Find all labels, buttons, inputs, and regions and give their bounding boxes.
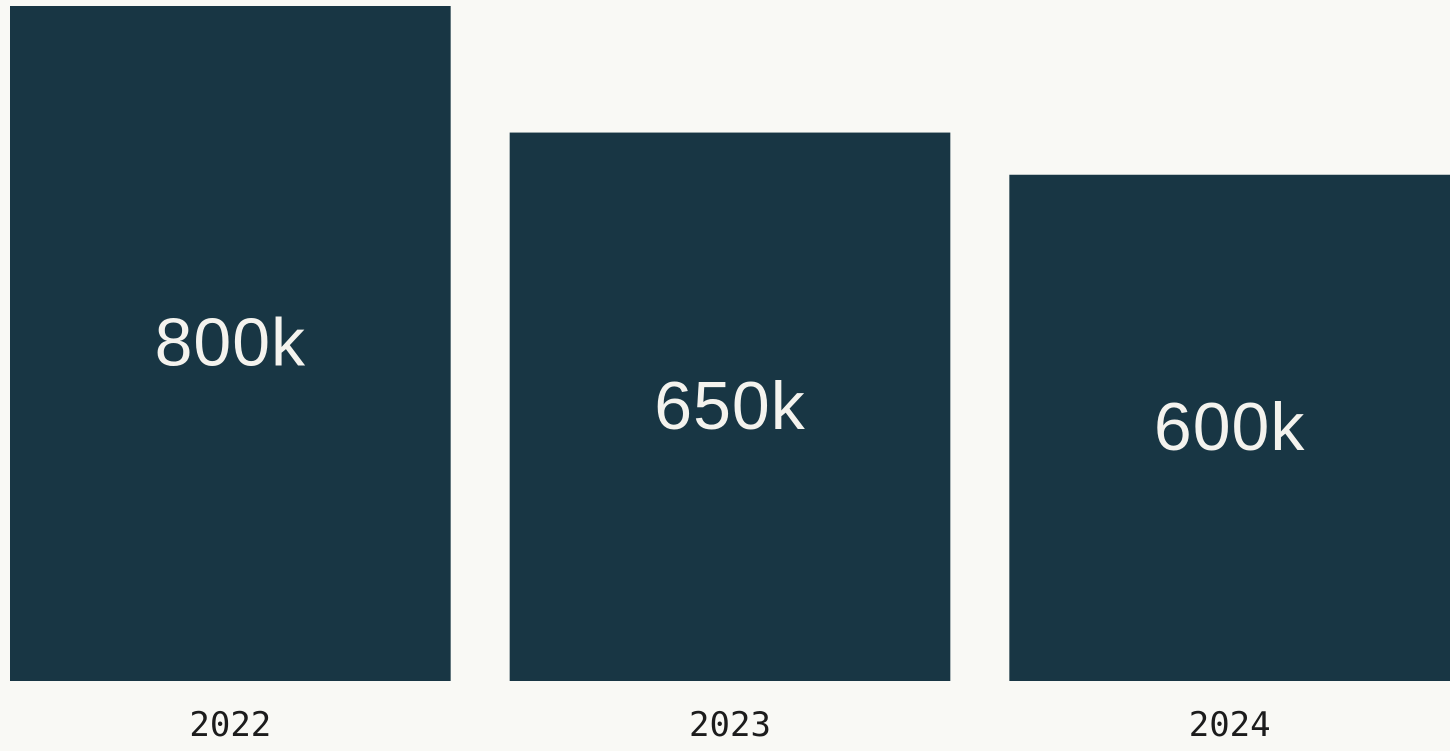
- bar-2024: [1009, 174, 1450, 681]
- bar-value-label: 800k: [155, 305, 306, 381]
- bar-2022: [10, 6, 451, 681]
- bar-value-label: 600k: [1154, 389, 1305, 465]
- x-tick-label: 2022: [189, 705, 271, 745]
- bar-value-label: 650k: [654, 368, 805, 444]
- x-tick-label: 2023: [689, 705, 771, 745]
- bar-2023: [509, 132, 951, 681]
- x-tick-label: 2024: [1189, 705, 1271, 745]
